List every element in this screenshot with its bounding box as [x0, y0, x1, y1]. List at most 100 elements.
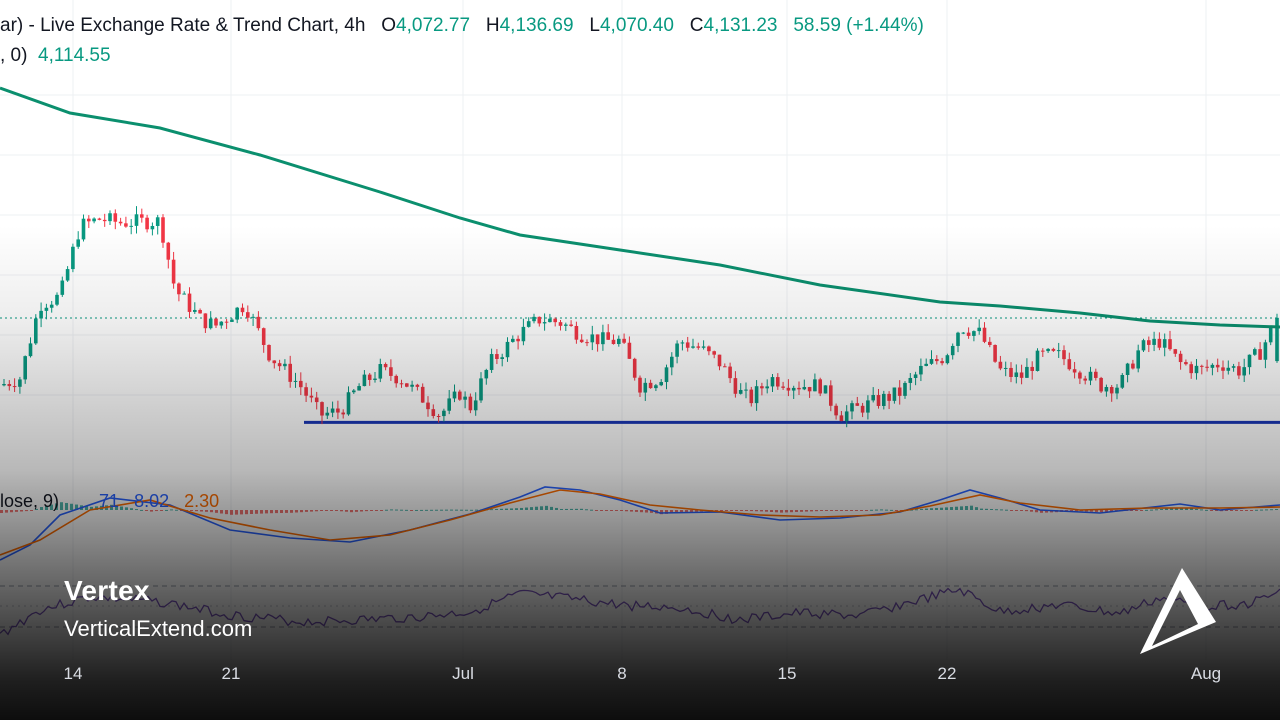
- candle-body: [1125, 363, 1130, 375]
- macd-histogram-bar: [330, 510, 333, 511]
- macd-histogram-bar: [410, 510, 413, 511]
- candle-body: [670, 356, 674, 368]
- low-value: 4,070.40: [599, 15, 674, 36]
- macd-histogram-bar: [340, 510, 343, 512]
- macd-histogram-bar: [870, 509, 873, 511]
- candle-body: [39, 310, 43, 319]
- x-tick-label: 8: [617, 664, 627, 683]
- candle-body: [1247, 354, 1252, 368]
- close-value: 4,131.23: [703, 15, 778, 36]
- candle-body: [712, 351, 716, 355]
- x-tick-label: 21: [221, 664, 241, 683]
- candle-body: [892, 387, 897, 401]
- macd-histogram-bar: [1000, 509, 1003, 511]
- candle-body: [76, 239, 80, 247]
- candle-body: [1062, 350, 1066, 360]
- macd-histogram-bar: [800, 510, 803, 512]
- macd-histogram-bar: [1135, 510, 1138, 511]
- macd-histogram-bar: [635, 510, 638, 512]
- candle-body: [1109, 387, 1114, 394]
- candle-body: [1067, 359, 1072, 370]
- candle-body: [1131, 363, 1135, 369]
- candle-body: [611, 339, 616, 345]
- candle-body: [399, 383, 404, 385]
- candle-body: [935, 359, 939, 362]
- brand-url[interactable]: VerticalExtend.com: [64, 616, 253, 641]
- macd-histogram-bar: [1005, 509, 1008, 511]
- brand-name: Vertex: [64, 575, 150, 606]
- candle-body: [707, 346, 711, 352]
- candle-body: [97, 218, 102, 220]
- candle-body: [124, 223, 128, 227]
- candle-body: [866, 400, 870, 413]
- macd-histogram-bar: [565, 508, 568, 510]
- macd-histogram-bar: [940, 507, 943, 510]
- macd-histogram-bar: [770, 510, 773, 512]
- macd-histogram-bar: [355, 510, 358, 512]
- macd-histogram-bar: [550, 506, 553, 510]
- macd-histogram-bar: [305, 510, 308, 512]
- candle-body: [516, 338, 520, 342]
- candle-body: [23, 356, 27, 380]
- candle-body: [113, 213, 118, 222]
- macd-histogram-bar: [815, 510, 818, 512]
- candle-body: [1120, 374, 1125, 388]
- macd-histogram-bar: [315, 510, 318, 512]
- macd-histogram-bar: [895, 510, 898, 511]
- macd-histogram-bar: [820, 510, 823, 511]
- macd-histogram-bar: [500, 508, 503, 510]
- candle-body: [473, 400, 478, 411]
- macd-histogram-bar: [1205, 509, 1208, 511]
- macd-histogram-bar: [225, 510, 228, 515]
- macd-histogram-bar: [925, 508, 928, 510]
- candle-body: [786, 387, 791, 391]
- macd-histogram-bar: [1140, 510, 1143, 511]
- macd-histogram-bar: [265, 510, 268, 514]
- macd-histogram-bar: [945, 507, 948, 510]
- macd-histogram-bar: [965, 506, 968, 510]
- macd-histogram-bar: [535, 506, 538, 510]
- macd-histogram-bar: [615, 510, 618, 511]
- ma-legend: , 0) 4,114.55: [0, 45, 111, 67]
- candle-body: [574, 325, 579, 340]
- macd-histogram-bar: [365, 510, 368, 512]
- change-value: 58.59 (+1.44%): [793, 15, 924, 36]
- candle-body: [330, 408, 335, 413]
- candle-body: [617, 338, 621, 345]
- candle-body: [929, 359, 934, 364]
- candle-body-last: [1275, 317, 1279, 362]
- candle-body: [495, 354, 499, 360]
- candle-body: [102, 219, 107, 222]
- x-tick-label: 14: [63, 664, 83, 683]
- candle-body: [60, 280, 65, 295]
- candle-body: [738, 389, 743, 394]
- candle-body: [362, 374, 367, 387]
- candle-body: [993, 344, 997, 362]
- candle-body: [1162, 339, 1167, 348]
- candle-body: [479, 378, 483, 401]
- candle-body: [521, 326, 526, 342]
- candle-body: [442, 410, 446, 417]
- macd-histogram-bar: [540, 506, 543, 510]
- candle-body: [277, 363, 282, 367]
- candle-body: [193, 309, 197, 312]
- macd-histogram-bar: [1240, 510, 1243, 511]
- candle-body: [1242, 367, 1246, 376]
- macd-histogram-bar: [400, 509, 403, 511]
- candle-body: [129, 225, 133, 227]
- candle-body: [924, 363, 928, 366]
- candle-body: [834, 405, 838, 416]
- macd-histogram-bar: [1230, 510, 1233, 511]
- candle-body: [293, 380, 298, 382]
- candle-group: [2, 206, 1279, 428]
- macd-histogram-bar: [495, 508, 498, 510]
- candle-body: [839, 415, 844, 422]
- macd-histogram-bar: [585, 509, 588, 511]
- candle-body: [701, 346, 706, 348]
- candle-body: [1046, 348, 1050, 352]
- candle-body: [532, 316, 536, 322]
- candle-body: [776, 377, 780, 387]
- macd-histogram-bar: [1245, 510, 1248, 511]
- macd-histogram-bar: [980, 508, 983, 510]
